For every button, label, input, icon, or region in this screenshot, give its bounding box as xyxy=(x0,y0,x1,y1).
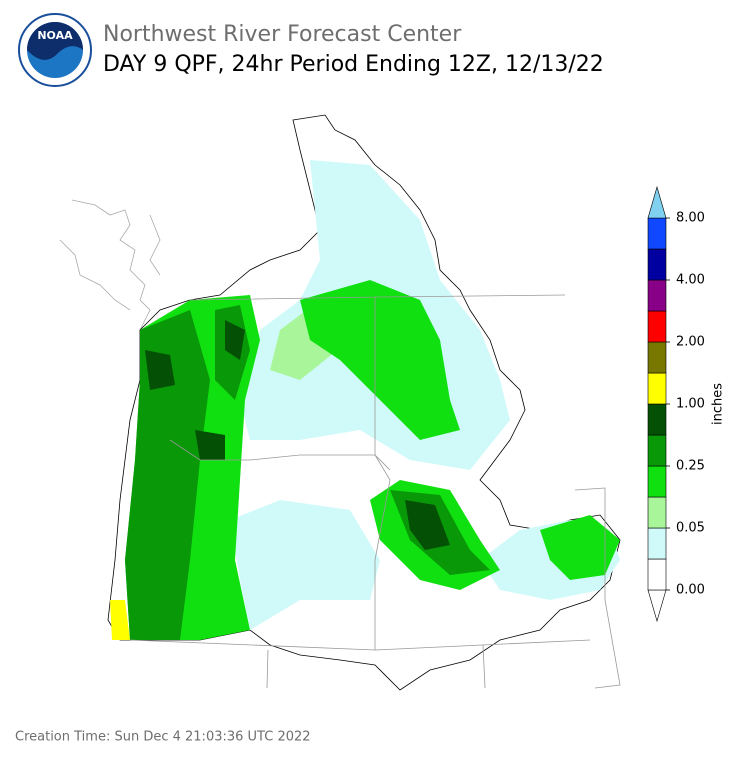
tick-label: 8.00 xyxy=(676,211,705,226)
colorbar-label: inches xyxy=(711,383,726,425)
tick-label: 2.00 xyxy=(676,335,705,350)
coast-line xyxy=(59,239,131,311)
border xyxy=(574,487,621,689)
border xyxy=(189,294,566,301)
colorbar-segment xyxy=(647,279,667,312)
colorbar-ticks: 0.00 0.05 0.25 1.00 2.00 4.00 8.00 xyxy=(666,211,705,598)
precip-moderate xyxy=(300,280,460,440)
tick-label: 0.00 xyxy=(676,583,705,598)
colorbar-segment xyxy=(647,465,667,498)
precip-very-heavy xyxy=(405,500,450,550)
coastline xyxy=(59,199,161,331)
border xyxy=(374,297,391,650)
precip-extreme xyxy=(110,600,130,640)
colorbar-segment xyxy=(647,341,667,374)
border xyxy=(169,439,391,471)
precip-moderate xyxy=(540,515,620,580)
logo-text: NOAA xyxy=(37,29,73,42)
border xyxy=(482,644,486,689)
colorbar-segment xyxy=(647,527,667,560)
subtitle: DAY 9 QPF, 24hr Period Ending 12Z, 12/13… xyxy=(103,52,604,77)
precip-heavy xyxy=(125,310,210,640)
tick-label: 0.05 xyxy=(676,521,705,536)
tick-label: 1.00 xyxy=(676,397,705,412)
state-borders xyxy=(129,294,621,689)
tick-label: 4.00 xyxy=(676,273,705,288)
precip-very-heavy xyxy=(145,350,175,390)
puget-sound xyxy=(71,199,151,331)
noaa-logo: NOAA xyxy=(18,13,92,87)
title: Northwest River Forecast Center xyxy=(103,22,462,47)
creation-time: Creation Time: Sun Dec 4 21:03:36 UTC 20… xyxy=(15,730,311,745)
colorbar xyxy=(647,185,667,623)
colorbar-segment xyxy=(647,496,667,529)
map xyxy=(59,114,621,691)
colorbar-segment xyxy=(647,217,667,250)
colorbar-segment xyxy=(647,403,667,436)
precip-very-heavy xyxy=(225,320,245,360)
precip-very-heavy xyxy=(195,430,225,460)
precip-light xyxy=(230,500,380,630)
border xyxy=(129,639,591,651)
colorbar-segment xyxy=(647,558,667,591)
colorbar-segment xyxy=(647,372,667,405)
tick-label: 0.25 xyxy=(676,459,705,474)
colorbar-segment xyxy=(647,434,667,467)
colorbar-segment xyxy=(647,248,667,281)
border xyxy=(266,649,269,689)
colorbar-segment xyxy=(647,310,667,343)
logo-sky xyxy=(27,22,83,60)
coast-line xyxy=(149,214,161,276)
colorbar-over xyxy=(647,185,667,219)
